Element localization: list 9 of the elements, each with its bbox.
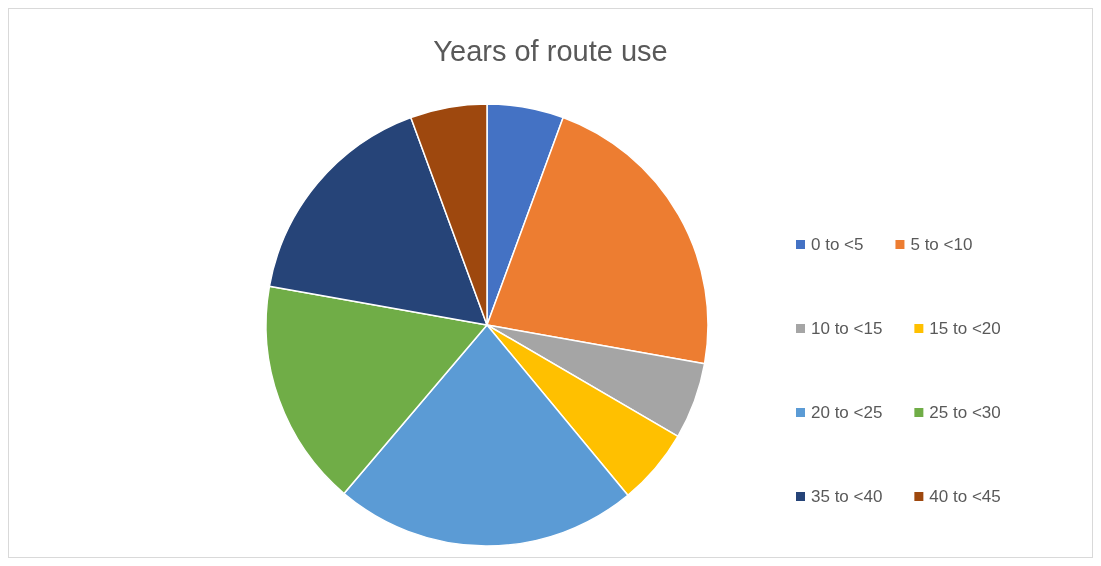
legend-label: 0 to <5: [811, 235, 864, 254]
legend-label: 40 to <45: [929, 487, 1001, 506]
legend-label: 35 to <40: [811, 487, 883, 506]
legend-label: 25 to <30: [929, 403, 1001, 422]
legend-label: 20 to <25: [811, 403, 883, 422]
legend-label: 15 to <20: [929, 319, 1001, 338]
legend-label: 10 to <15: [811, 319, 883, 338]
legend-label: 5 to <10: [910, 235, 973, 254]
chart-title: Years of route use: [433, 34, 668, 67]
